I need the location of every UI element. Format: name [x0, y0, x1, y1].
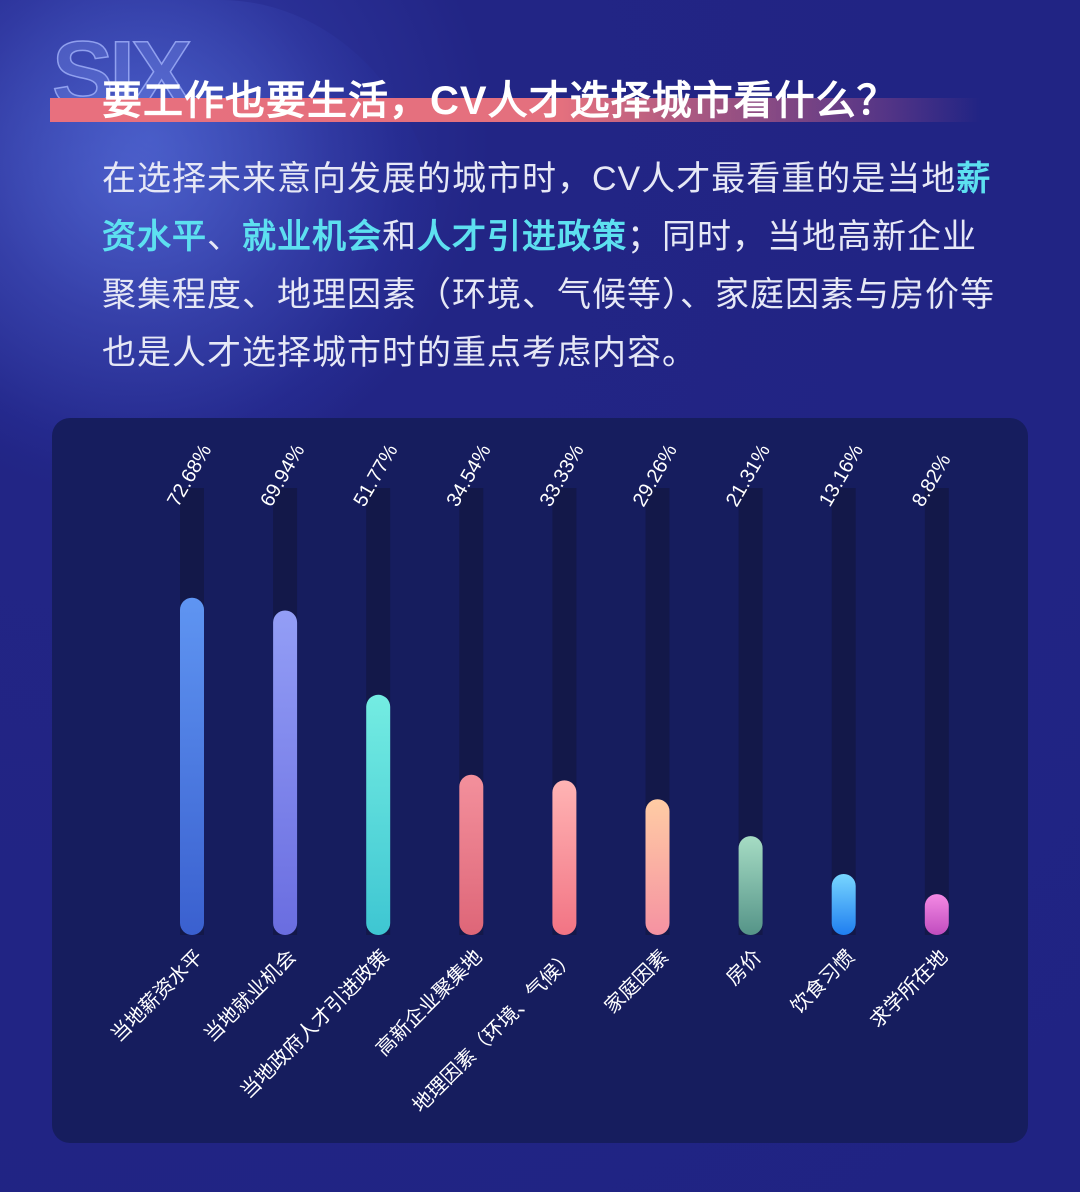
- bar: [831, 873, 856, 935]
- category-label: 房价: [721, 945, 766, 990]
- intro-text-2: ；同时，当地高新企业聚集程度、地理因素（环境、气候等）、家庭因素与房价等也是人才…: [102, 218, 995, 372]
- category-label: 当地就业机会: [199, 945, 301, 1047]
- bar-track: [831, 488, 856, 935]
- intro-paragraph: 在选择未来意向发展的城市时，CV人才最看重的是当地薪资水平、就业机会和人才引进政…: [102, 150, 1002, 382]
- bar: [459, 774, 484, 935]
- bar: [366, 694, 391, 935]
- category-label: 饮食习惯: [786, 945, 860, 1019]
- bar: [552, 780, 577, 935]
- title-highlight-bar: [50, 98, 980, 122]
- bar: [273, 610, 298, 935]
- highlight-policy: 人才引进政策: [417, 218, 627, 256]
- intro-text: 在选择未来意向发展的城市时，CV人才最看重的是当地: [102, 160, 957, 198]
- background-orb: [0, 0, 440, 500]
- bar: [180, 597, 204, 935]
- highlight-salary: 薪资水平: [102, 160, 992, 256]
- intro-and: 和: [382, 218, 417, 256]
- category-label: 家庭因素: [599, 945, 673, 1019]
- bar-track: [924, 488, 949, 935]
- bar: [738, 836, 763, 935]
- highlight-jobs: 就业机会: [242, 218, 382, 256]
- bar: [645, 799, 670, 935]
- chart-panel: [52, 418, 1028, 1143]
- category-label: 当地薪资水平: [106, 945, 208, 1047]
- category-label: 求学所在地: [865, 945, 953, 1033]
- page-title: 要工作也要生活，CV人才选择城市看什么？: [102, 79, 898, 123]
- category-label: 地理因素（环境、气候）: [407, 945, 580, 1118]
- intro-sep: 、: [207, 218, 242, 256]
- bar: [924, 894, 949, 935]
